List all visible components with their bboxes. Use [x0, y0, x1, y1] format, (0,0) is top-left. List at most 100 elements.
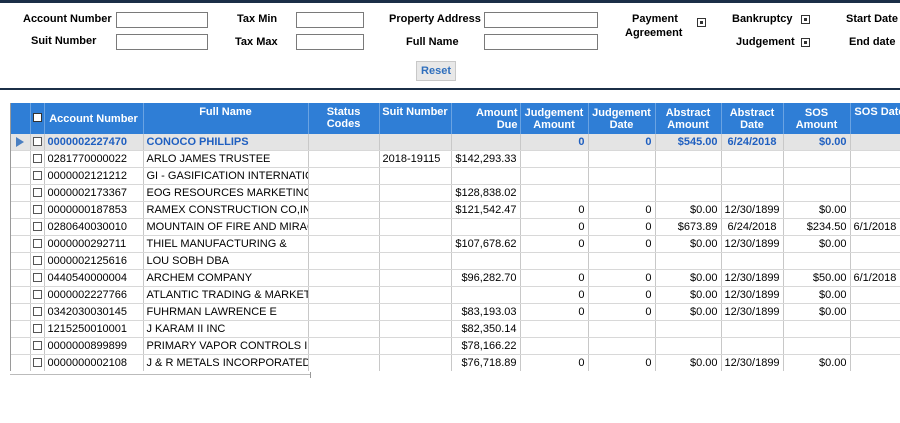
table-row[interactable]: 0000000292711 THIEL MANUFACTURING & $107,6…: [11, 235, 900, 253]
account-number-input[interactable]: [116, 12, 208, 28]
full-name-cell: FUHRMAN LAWRENCE E: [143, 303, 309, 321]
amount-due-cell: $82,350.14: [451, 320, 521, 338]
row-checkbox[interactable]: [32, 239, 42, 249]
sos-date-cell: [850, 303, 900, 321]
row-checkbox[interactable]: [32, 324, 42, 334]
judgement-date-cell: 0: [588, 201, 656, 219]
row-select-cell: [30, 303, 45, 321]
table-row[interactable]: 0000002125616 LOU SOBH DBA: [11, 252, 900, 270]
row-checkbox[interactable]: [32, 358, 42, 368]
abstract-amount-cell: $0.00: [655, 269, 722, 287]
top-border: [0, 0, 900, 3]
suit-number-cell: 2018-19115: [379, 150, 452, 168]
row-checkbox[interactable]: [32, 290, 42, 300]
row-checkbox[interactable]: [32, 307, 42, 317]
column-header-suit-number[interactable]: Suit Number: [379, 103, 452, 134]
payment-agreement-checkbox[interactable]: [697, 18, 706, 27]
row-indicator: [11, 303, 31, 321]
column-header-sos-amount[interactable]: SOS Amount: [783, 103, 851, 134]
filter-panel: Account Number Suit Number Tax Min Tax M…: [0, 3, 900, 90]
amount-due-cell: $83,193.03: [451, 303, 521, 321]
abstract-amount-cell: [655, 252, 722, 270]
sos-amount-cell: [783, 252, 851, 270]
abstract-date-cell: [721, 320, 784, 338]
column-header-sos-date[interactable]: SOS Date: [850, 103, 900, 134]
status-codes-cell: [308, 252, 380, 270]
table-row[interactable]: 0000000002108 J & R METALS INCORPORATED $7…: [11, 354, 900, 371]
judgement-amount-cell: 0: [520, 201, 589, 219]
table-row[interactable]: 0281770000022 ARLO JAMES TRUSTEE 2018-1911…: [11, 150, 900, 168]
bankruptcy-checkbox[interactable]: [801, 15, 810, 24]
column-header-abstract-date[interactable]: Abstract Date: [721, 103, 784, 134]
status-codes-cell: [308, 218, 380, 236]
judgement-date-cell: [588, 320, 656, 338]
row-checkbox[interactable]: [32, 256, 42, 266]
status-codes-cell: [308, 303, 380, 321]
sos-amount-cell: $0.00: [783, 201, 851, 219]
full-name-cell: J & R METALS INCORPORATED: [143, 354, 309, 371]
row-checkbox[interactable]: [32, 341, 42, 351]
table-row[interactable]: 0000002121212 GI - GASIFICATION INTERNATI…: [11, 167, 900, 185]
column-header-status-codes[interactable]: Status Codes: [308, 103, 380, 134]
tax-max-input[interactable]: [296, 34, 364, 50]
row-checkbox[interactable]: [32, 222, 42, 232]
table-row[interactable]: 0000002227470 CONOCO PHILLIPS 0 0 $545.00 6/2…: [11, 134, 900, 151]
judgement-date-cell: [588, 337, 656, 355]
sos-amount-cell: [783, 167, 851, 185]
sos-amount-cell: $50.00: [783, 269, 851, 287]
row-checkbox[interactable]: [32, 188, 42, 198]
account-number-cell: 0000000899899: [44, 337, 144, 355]
judgement-date-cell: 0: [588, 269, 656, 287]
column-header-account-number[interactable]: Account Number: [44, 103, 144, 134]
account-number-cell: 0440540000004: [44, 269, 144, 287]
row-checkbox[interactable]: [32, 273, 42, 283]
sos-date-cell: [850, 354, 900, 371]
row-checkbox[interactable]: [32, 154, 42, 164]
property-address-input[interactable]: [484, 12, 598, 28]
sos-date-cell: [850, 167, 900, 185]
end-date-label: End date: [849, 36, 896, 48]
suit-number-label: Suit Number: [31, 35, 97, 47]
amount-due-cell: $121,542.47: [451, 201, 521, 219]
account-number-cell: 0000002227470: [44, 134, 144, 151]
scrollbar-track[interactable]: [10, 374, 310, 377]
sos-date-cell: [850, 184, 900, 202]
column-header-amount-due[interactable]: Amount Due: [451, 103, 521, 134]
row-checkbox[interactable]: [32, 137, 42, 147]
abstract-date-cell: [721, 184, 784, 202]
suit-number-input[interactable]: [116, 34, 208, 50]
judgement-amount-cell: 0: [520, 354, 589, 371]
horizontal-scrollbar[interactable]: [10, 372, 322, 378]
column-header-full-name[interactable]: Full Name: [143, 103, 309, 134]
tax-min-input[interactable]: [296, 12, 364, 28]
column-header-abstract-amount[interactable]: Abstract Amount: [655, 103, 722, 134]
column-header-judgement-amount[interactable]: Judgement Amount: [520, 103, 589, 134]
full-name-cell: GI - GASIFICATION INTERNATIONA: [143, 167, 309, 185]
table-row[interactable]: 0342030030145 FUHRMAN LAWRENCE E $83,193.0…: [11, 303, 900, 321]
table-row[interactable]: 0000000899899 PRIMARY VAPOR CONTROLS INC $…: [11, 337, 900, 355]
row-select-cell: [30, 252, 45, 270]
table-row[interactable]: 0000000187853 RAMEX CONSTRUCTION CO,INC $1…: [11, 201, 900, 219]
full-name-cell: J KARAM II INC: [143, 320, 309, 338]
amount-due-cell: $76,718.89: [451, 354, 521, 371]
scrollbar-thumb[interactable]: [310, 372, 321, 378]
table-row[interactable]: 1215250010001 J KARAM II INC $82,350.14: [11, 320, 900, 338]
column-header-judgement-date[interactable]: Judgement Date: [588, 103, 656, 134]
abstract-amount-cell: [655, 150, 722, 168]
row-select-cell: [30, 235, 45, 253]
row-checkbox[interactable]: [32, 171, 42, 181]
sos-date-cell: [850, 286, 900, 304]
sos-amount-cell: [783, 184, 851, 202]
table-row[interactable]: 0440540000004 ARCHEM COMPANY $96,282.70 0 0 $…: [11, 269, 900, 287]
select-all-checkbox[interactable]: [32, 112, 42, 122]
judgement-checkbox[interactable]: [801, 38, 810, 47]
status-codes-cell: [308, 269, 380, 287]
judgement-amount-cell: 0: [520, 269, 589, 287]
account-number-cell: 0000002227766: [44, 286, 144, 304]
full-name-input[interactable]: [484, 34, 598, 50]
row-checkbox[interactable]: [32, 205, 42, 215]
reset-button[interactable]: Reset: [416, 61, 456, 81]
